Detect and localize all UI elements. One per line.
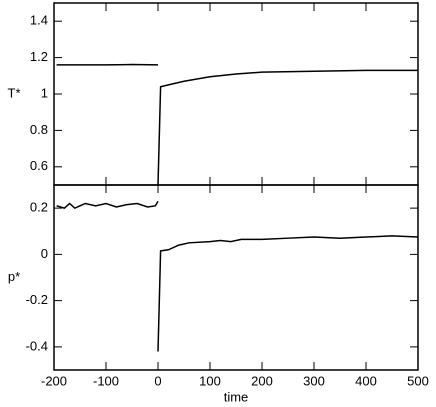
x-tick-label: 300 <box>303 373 325 388</box>
y-tick-label: 0.8 <box>30 122 48 137</box>
x-tick-label: 400 <box>355 373 377 388</box>
y-tick-label: 0 <box>41 246 48 261</box>
x-tick-label: 200 <box>251 373 273 388</box>
y-tick-label: -0.2 <box>26 292 48 307</box>
data-line <box>157 235 419 352</box>
y-tick-label: 1 <box>41 85 48 100</box>
y-tick-label: 1.4 <box>30 13 48 28</box>
y-tick-label: 0.2 <box>30 200 48 215</box>
y-axis-label: T* <box>8 85 21 100</box>
x-tick-label: 100 <box>199 373 221 388</box>
x-tick-label: -200 <box>41 373 67 388</box>
y-tick-label: 1.2 <box>30 49 48 64</box>
y-tick-label: 0.6 <box>30 158 48 173</box>
plot-frame <box>53 2 419 186</box>
x-tick-label: -100 <box>93 373 119 388</box>
y-axis-label: p* <box>8 269 20 284</box>
data-line <box>157 69 418 186</box>
x-tick-label: 0 <box>154 373 161 388</box>
data-line <box>56 200 159 210</box>
plot-frame <box>53 184 419 371</box>
y-tick-label: -0.4 <box>26 338 48 353</box>
x-tick-label: 500 <box>407 373 429 388</box>
x-axis-label: time <box>224 389 249 404</box>
